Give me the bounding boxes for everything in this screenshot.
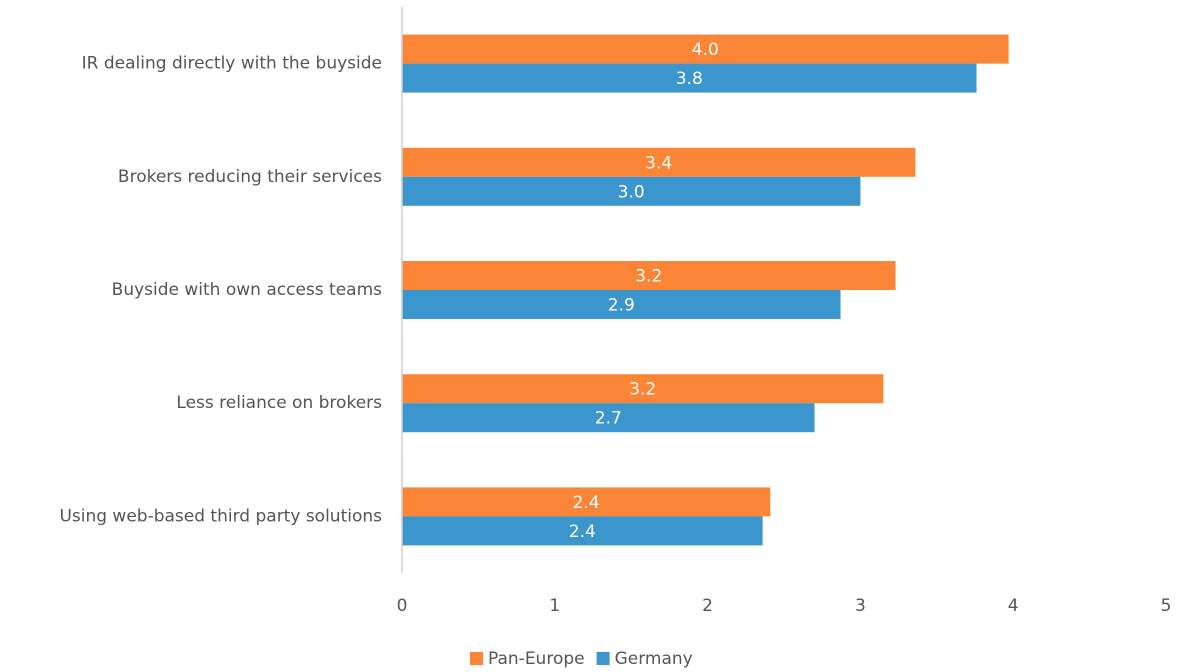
x-tick-label: 3 xyxy=(855,596,866,616)
y-tick-label: Using web-based third party solutions xyxy=(59,506,382,526)
value-label: 4.0 xyxy=(692,40,719,60)
value-label: 3.8 xyxy=(676,69,703,89)
legend-swatch xyxy=(470,652,483,665)
x-tick-label: 1 xyxy=(549,596,560,616)
value-label: 3.4 xyxy=(645,153,672,173)
value-label: 2.4 xyxy=(569,522,596,542)
value-label: 2.4 xyxy=(573,493,600,513)
bar xyxy=(402,261,896,290)
x-tick-label: 2 xyxy=(702,596,713,616)
x-tick-label: 4 xyxy=(1008,596,1019,616)
bar xyxy=(402,516,763,546)
y-tick-label: Brokers reducing their services xyxy=(118,167,382,187)
bar xyxy=(402,374,884,404)
legend-label: Pan-Europe xyxy=(488,649,585,669)
value-label: 3.2 xyxy=(635,267,662,287)
bar xyxy=(402,290,841,319)
value-label: 2.7 xyxy=(595,409,622,429)
x-tick-label: 0 xyxy=(397,596,408,616)
x-tick-label: 5 xyxy=(1161,596,1172,616)
y-tick-label: Buyside with own access teams xyxy=(112,280,382,300)
bar xyxy=(402,63,977,93)
y-tick-label: Less reliance on brokers xyxy=(176,393,382,413)
value-label: 2.9 xyxy=(608,296,635,316)
y-tick-label: IR dealing directly with the buyside xyxy=(82,54,382,74)
bar xyxy=(402,487,771,517)
bar xyxy=(402,147,916,177)
bar xyxy=(402,176,861,206)
value-label: 3.0 xyxy=(618,182,645,202)
value-label: 3.2 xyxy=(629,380,656,400)
bar xyxy=(402,34,1009,64)
legend-label: Germany xyxy=(615,649,693,669)
bar xyxy=(402,403,815,433)
legend-swatch xyxy=(596,652,610,665)
